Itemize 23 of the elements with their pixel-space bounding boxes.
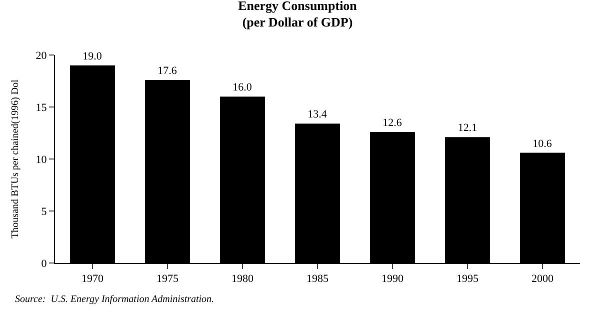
y-tick-label: 15 <box>36 102 48 114</box>
data-label: 10.6 <box>532 138 552 150</box>
data-label: 16.0 <box>232 82 252 94</box>
x-tick-label: 1975 <box>156 273 179 286</box>
x-tick-label: 1990 <box>382 273 404 286</box>
chart-title: Energy Consumption <box>238 0 358 13</box>
x-tick-label: 2000 <box>532 273 554 286</box>
y-tick-label: 0 <box>41 258 48 270</box>
y-tick-label: 20 <box>36 50 48 62</box>
data-label: 12.1 <box>458 122 478 134</box>
x-tick-label: 1995 <box>456 273 479 286</box>
x-tick-label: 1970 <box>82 273 104 286</box>
y-axis-title: Thousand BTUs per chained(1996) Dol <box>10 79 21 238</box>
data-label: 19.0 <box>82 50 102 62</box>
data-label: 12.6 <box>382 116 402 129</box>
x-tick-label: 1980 <box>232 273 254 286</box>
data-label: 17.6 <box>158 64 178 77</box>
x-tick-label: 1985 <box>306 273 329 286</box>
source-note: Source: U.S. Energy Information Administration. <box>15 294 214 305</box>
chart-subtitle: (per Dollar of GDP) <box>242 14 353 30</box>
y-tick-label: 5 <box>41 206 48 218</box>
y-tick-label: 10 <box>36 154 48 166</box>
data-label: 13.4 <box>308 108 328 121</box>
